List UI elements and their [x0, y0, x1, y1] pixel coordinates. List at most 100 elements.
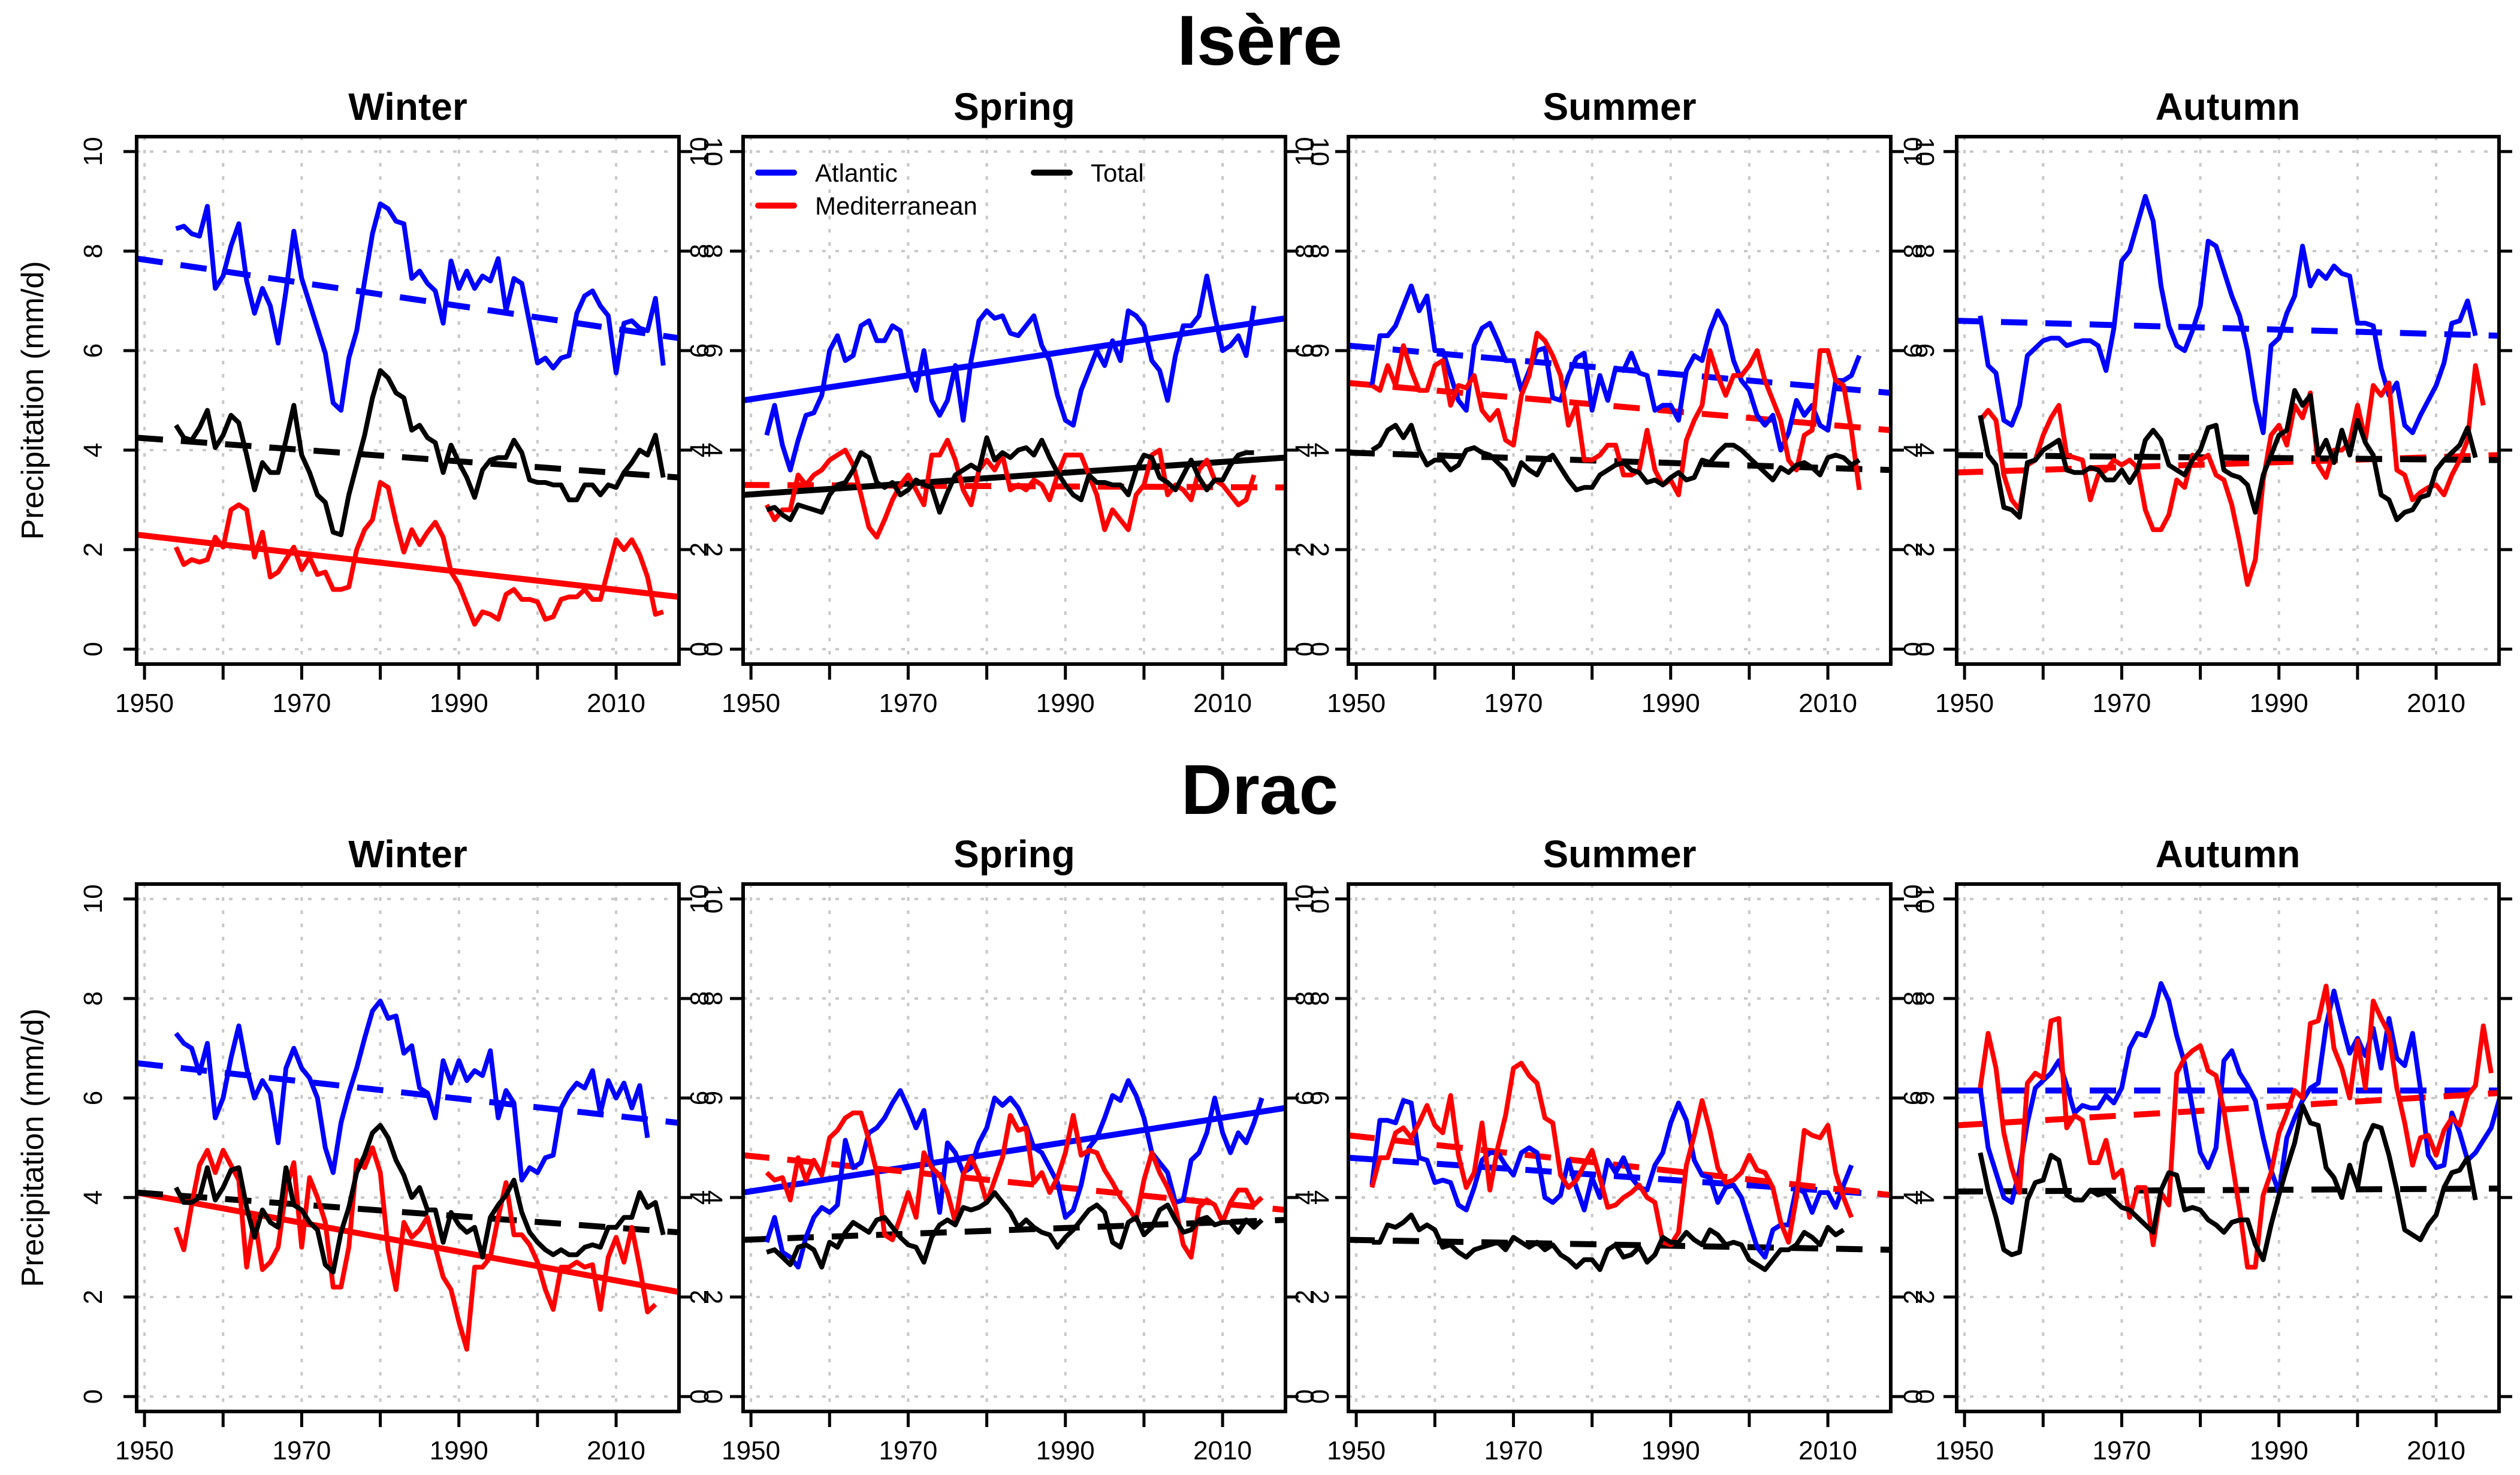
plot-frame — [135, 882, 681, 1413]
plot-area — [137, 201, 679, 627]
series-line-mediterranean — [173, 480, 665, 627]
x-tick-label: 2010 — [587, 689, 645, 718]
y-tick-label: 8 — [1899, 244, 1928, 258]
x-tick-label: 2010 — [1193, 1436, 1252, 1465]
series-line-atlantic — [1978, 981, 2499, 1205]
y-axis-label: Precipitation (mm/d) — [16, 261, 50, 539]
y-tick-label: 10 — [685, 884, 714, 913]
y-tick-label-right: 6 — [1305, 1091, 1334, 1105]
trend-line-atlantic — [743, 315, 1285, 403]
series-line-atlantic — [1978, 194, 2478, 435]
legend-label-mediterranean: Mediterranean — [815, 192, 977, 220]
y-tick-label: 10 — [1899, 884, 1928, 913]
y-tick-label: 0 — [685, 642, 714, 656]
y-tick-label: 6 — [1899, 1091, 1928, 1105]
y-tick-label: 6 — [79, 1091, 108, 1105]
y-tick-label: 0 — [1899, 642, 1928, 656]
y-tick-label: 8 — [1290, 244, 1320, 258]
row-title-drac: Drac — [1181, 750, 1338, 830]
y-tick-label-right: 0 — [1305, 642, 1334, 656]
y-tick-label-right: 8 — [698, 991, 728, 1006]
y-axis-label: Precipitation (mm/d) — [16, 1008, 50, 1287]
plot-area — [1348, 1060, 1891, 1272]
y-tick-label-right: 8 — [1305, 244, 1334, 258]
legend-label-total: Total — [1091, 159, 1144, 187]
plot-frame — [741, 882, 1287, 1413]
y-tick-label-right: 2 — [2518, 542, 2520, 557]
y-tick-label-right: 10 — [1305, 884, 1334, 913]
y-tick-label-right: 4 — [1910, 1190, 1939, 1205]
y-tick-label: 6 — [685, 1091, 714, 1105]
trend-line-total — [137, 1189, 679, 1236]
y-tick-label-right: 8 — [2518, 991, 2520, 1006]
y-tick-label-right: 8 — [698, 244, 728, 258]
y-tick-label: 0 — [1290, 642, 1320, 656]
y-tick-label: 8 — [1290, 991, 1320, 1006]
y-tick-label-right: 2 — [1910, 542, 1939, 557]
series-line-total — [766, 435, 1254, 523]
plot-frame — [1955, 135, 2501, 666]
series-line-mediterranean — [1369, 1060, 1854, 1247]
panel-title: Summer — [1543, 832, 1696, 876]
y-tick-label-right: 0 — [2518, 1389, 2520, 1404]
x-tick-label: 1950 — [1327, 1436, 1386, 1465]
y-tick-label-right: 6 — [2518, 343, 2520, 358]
y-tick-label: 6 — [1899, 343, 1928, 358]
y-tick-label: 8 — [685, 991, 714, 1006]
y-tick-label: 0 — [79, 642, 108, 656]
x-tick-label: 2010 — [587, 1436, 645, 1465]
x-tick-label: 1990 — [1641, 1436, 1700, 1465]
panel-title: Winter — [348, 832, 467, 876]
panel-is-re-autumn: Autumn195019701990201000224466881010 — [1899, 85, 2520, 718]
y-tick-label-right: 6 — [698, 1091, 728, 1105]
y-tick-label: 8 — [685, 244, 714, 258]
x-tick-label: 1990 — [430, 689, 488, 718]
x-tick-label: 1990 — [1036, 1436, 1095, 1465]
y-tick-label-right: 6 — [1910, 1091, 1939, 1105]
plot-frame — [1347, 135, 1893, 666]
y-tick-label: 0 — [1290, 1389, 1320, 1404]
x-tick-label: 1950 — [1935, 1436, 1994, 1465]
series-line-mediterranean — [1978, 363, 2486, 587]
x-tick-label: 1990 — [2250, 689, 2308, 718]
plot-area — [137, 999, 679, 1352]
trend-line-atlantic — [137, 255, 679, 342]
x-tick-label: 1970 — [1484, 1436, 1543, 1465]
y-tick-label: 8 — [79, 991, 108, 1006]
x-tick-label: 1950 — [722, 689, 780, 718]
y-tick-label-right: 10 — [2518, 137, 2520, 166]
y-tick-label-right: 6 — [1910, 343, 1939, 358]
y-tick-label-right: 0 — [698, 642, 728, 656]
y-tick-label: 8 — [1899, 991, 1928, 1006]
trend-line-mediterranean — [1348, 379, 1891, 433]
y-tick-label: 10 — [1899, 137, 1928, 166]
y-tick-label-right: 2 — [1305, 542, 1334, 557]
y-tick-label-right: 0 — [698, 1389, 728, 1404]
y-tick-label-right: 10 — [698, 884, 728, 913]
trend-line-mediterranean — [743, 1152, 1285, 1213]
y-tick-label-right: 0 — [1910, 642, 1939, 656]
plot-frame — [1955, 882, 2501, 1413]
panel-title: Autumn — [2156, 832, 2301, 876]
legend-label-atlantic: Atlantic — [815, 159, 898, 187]
series-line-atlantic — [174, 999, 650, 1183]
x-tick-label: 1970 — [879, 689, 937, 718]
y-tick-label-right: 4 — [2518, 443, 2520, 457]
panel-title: Autumn — [2156, 85, 2301, 128]
y-tick-label-right: 8 — [2518, 244, 2520, 258]
trend-line-atlantic — [743, 1105, 1285, 1196]
y-tick-label: 2 — [1899, 1290, 1928, 1304]
plot-area — [1348, 283, 1891, 497]
y-tick-label-right: 6 — [2518, 1091, 2520, 1105]
plot-frame — [741, 135, 1287, 666]
y-tick-label: 10 — [79, 137, 108, 166]
y-tick-label: 4 — [79, 1190, 108, 1205]
series-line-atlantic — [1369, 283, 1862, 453]
y-tick-label-right: 2 — [1305, 1290, 1334, 1304]
x-tick-label: 1990 — [430, 1436, 488, 1465]
x-tick-label: 1950 — [1327, 689, 1386, 718]
series-line-total — [1372, 1212, 1845, 1272]
y-tick-label-right: 10 — [1910, 884, 1939, 913]
y-tick-label-right: 10 — [1305, 137, 1334, 166]
